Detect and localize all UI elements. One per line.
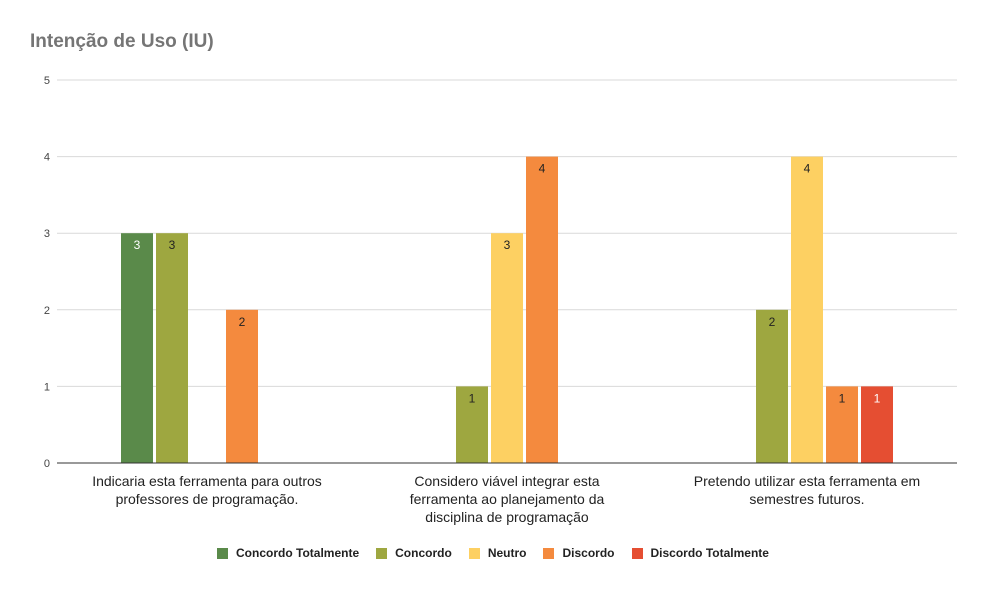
bar [791,156,823,463]
data-label: 3 [169,238,176,252]
legend-label: Discordo Totalmente [650,546,769,560]
data-label: 1 [874,391,881,405]
bar [121,233,153,463]
bars [121,156,893,463]
legend-label: Neutro [487,546,527,560]
data-label: 3 [504,238,511,252]
legend-item: Discordo Totalmente [631,546,769,560]
data-labels: 3 3 2 1 3 4 2 4 1 1 [134,162,881,406]
x-category-label: Considero viável integrar esta [414,473,599,489]
legend-item: Neutro [468,546,527,560]
legend-item: Concordo Totalmente [217,546,359,560]
bar [456,386,488,463]
data-label: 3 [134,238,141,252]
data-label: 1 [469,391,476,405]
data-label: 2 [769,315,776,329]
legend-swatch [543,547,555,559]
x-category-label: professores de programação. [116,491,299,507]
x-category-label: ferramenta ao planejamento da [410,491,605,507]
x-category-label: Pretendo utilizar esta ferramenta em [694,473,920,489]
bar [226,309,258,463]
legend-label: Concordo [395,546,452,560]
legend-label: Concordo Totalmente [236,546,360,560]
y-tick-label: 3 [44,228,50,240]
chart-title: Intenção de Uso (IU) [30,31,214,52]
y-tick-label: 0 [44,458,50,470]
legend-swatch [217,547,229,559]
data-label: 1 [839,391,846,405]
y-tick-label: 5 [44,75,50,87]
legend-swatch [631,547,643,559]
legend-item: Concordo [376,546,452,560]
y-tick-label: 1 [44,381,50,393]
legend-item: Discordo [543,546,615,560]
data-label: 2 [239,315,246,329]
legend-label: Discordo [562,546,615,560]
bar [861,386,893,463]
legend-swatch [468,547,480,559]
data-label: 4 [804,162,811,176]
x-category-label: disciplina de programação [425,509,589,525]
y-tick-label: 4 [44,152,50,164]
legend-swatch [376,547,388,559]
legend: Concordo Totalmente Concordo Neutro Discord… [0,546,986,560]
bar [526,156,558,463]
x-category-label: semestres futuros. [749,491,864,507]
axes: 0 1 2 3 4 5 Indicaria esta ferramenta para out… [44,75,957,525]
y-tick-label: 2 [44,305,50,317]
bar [756,309,788,463]
bar [491,233,523,463]
bar [156,233,188,463]
x-category-label: Indicaria esta ferramenta para outros [92,473,322,489]
bar [826,386,858,463]
data-label: 4 [539,162,546,176]
